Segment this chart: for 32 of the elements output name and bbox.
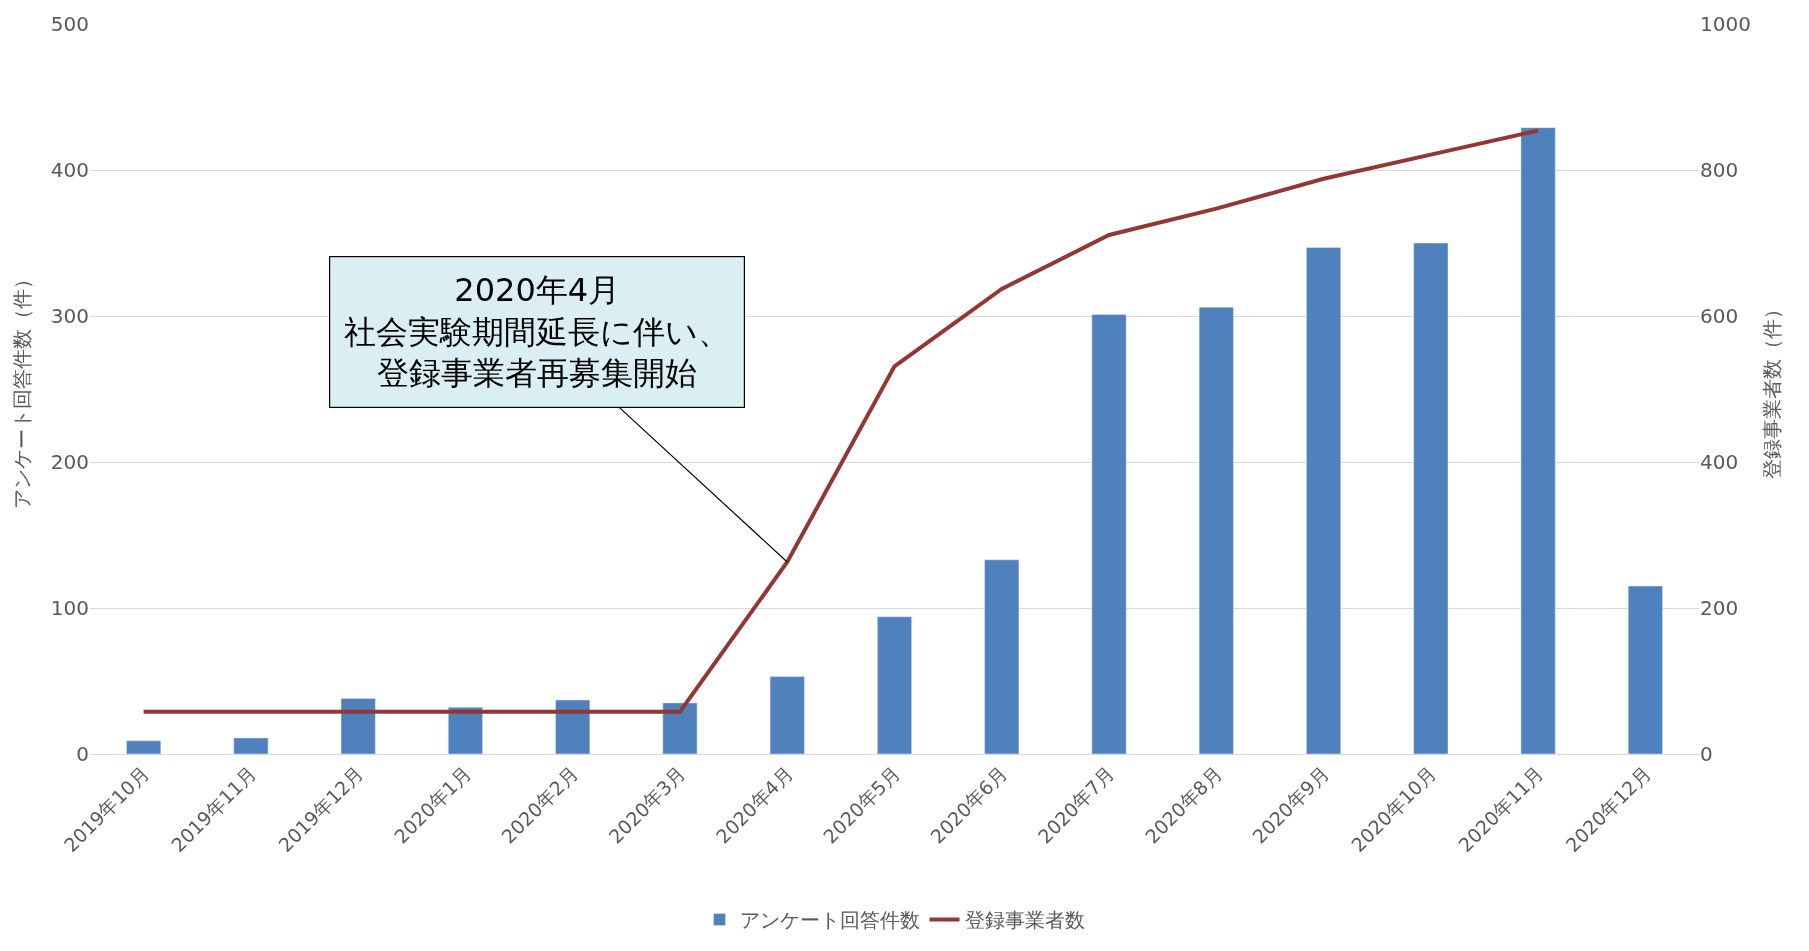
y2-tick-label: 0 (1700, 742, 1713, 766)
y-tick-label: 400 (50, 158, 89, 182)
bar (662, 702, 698, 754)
y2-tick-label: 400 (1700, 450, 1739, 474)
bar (1413, 242, 1449, 754)
bar (1306, 247, 1341, 754)
y-tick-label: 500 (50, 12, 89, 36)
bar (1091, 314, 1127, 754)
bar (984, 559, 1020, 754)
y-tick-label: 0 (76, 742, 89, 766)
line-series (141, 128, 1541, 714)
bar (340, 698, 376, 754)
bar (1627, 585, 1663, 754)
y-tick-label: 200 (50, 450, 89, 474)
bar (877, 616, 912, 754)
bar (1520, 127, 1556, 754)
y-tick-label: 100 (50, 596, 89, 620)
y-tick-label: 300 (50, 304, 89, 328)
y2-tick-label: 600 (1700, 304, 1739, 328)
annotation: 2020年4月社会実験期間延長に伴い、登録事業者再募集開始 (344, 271, 731, 393)
bar (126, 740, 162, 754)
legend-label: アンケート回答件数 (739, 908, 920, 933)
bar (1198, 306, 1234, 754)
y2-axis-title: 登録事業者数（件） (1760, 299, 1785, 479)
y2-tick-label: 200 (1700, 596, 1739, 620)
y2-tick-label: 1000 (1700, 12, 1751, 36)
bar (769, 676, 805, 754)
y-axis-title: アンケート回答件数（件） (10, 269, 35, 509)
bar (233, 737, 269, 754)
bar (555, 699, 591, 754)
y2-tick-label: 800 (1700, 158, 1739, 182)
legend-label: 登録事業者数 (964, 908, 1085, 933)
